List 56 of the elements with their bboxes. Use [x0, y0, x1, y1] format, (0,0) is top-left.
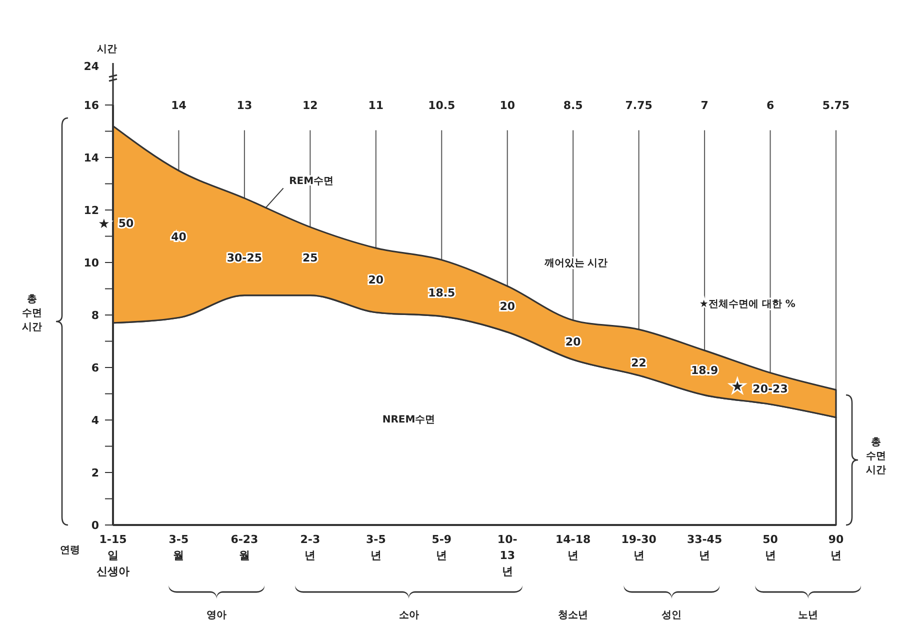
- annotation: 18.5: [428, 286, 456, 300]
- x-tick-label: 90 년: [828, 533, 844, 562]
- annotation: 20: [565, 335, 582, 348]
- x-tick-label: 2-3 년: [300, 533, 320, 562]
- annotation: 5.75: [822, 99, 850, 112]
- y-tick-label: 2: [91, 466, 99, 480]
- text: 청소년: [558, 610, 588, 621]
- annotation: 12: [302, 99, 318, 112]
- annotation: 22: [631, 356, 646, 370]
- y-tick-label: 6: [91, 362, 100, 374]
- x-tick-label: 19-30 년: [621, 533, 657, 562]
- annotation: 6: [766, 99, 774, 112]
- annotation: 10.5: [428, 99, 456, 112]
- annotation: 8.5: [563, 99, 583, 112]
- annotation: 50: [118, 217, 134, 230]
- text: 성인: [662, 610, 682, 621]
- y-tick-label: 8: [91, 309, 99, 322]
- y-axis-title: 총 수면 시간: [22, 294, 42, 333]
- x-tick-label: 1-15 일 신생아: [96, 533, 130, 578]
- y-tick-label: 16: [84, 99, 100, 112]
- annotation: 10: [500, 99, 516, 112]
- y-tick-label: 10: [84, 256, 100, 270]
- text: 노년: [798, 610, 818, 621]
- annotation: 7: [700, 99, 708, 112]
- x-tick-label: 3-5 년: [366, 533, 386, 562]
- x-tick-label: 33-45 년: [686, 533, 722, 562]
- text: 소아: [398, 610, 419, 621]
- annotation: 20: [368, 274, 384, 287]
- text: 총 수면 시간: [866, 437, 886, 476]
- annotation: 18.9: [690, 364, 718, 378]
- text: ★: [98, 217, 110, 232]
- annotation: 25: [302, 251, 318, 264]
- y-tick-label: 12: [84, 204, 99, 217]
- x-tick-label: 6-23 월: [230, 533, 258, 562]
- x-tick-label: 50 년: [762, 533, 778, 562]
- x-tick-label: 3-5 월: [168, 533, 189, 562]
- text: 영아: [206, 610, 227, 621]
- text: 시간: [97, 44, 117, 55]
- annotation: 30-25: [226, 251, 262, 264]
- series-label: NREM수면: [382, 414, 436, 426]
- text: 연령: [60, 545, 80, 556]
- x-tick-label: 5-9 년: [432, 533, 452, 562]
- y-tick-label: 0: [91, 519, 100, 532]
- annotation: 20: [500, 300, 516, 313]
- annotation: ★: [731, 378, 744, 395]
- x-tick-label: 14-18 년: [555, 533, 591, 562]
- y-tick-label: 4: [91, 414, 100, 427]
- x-tick-label: 10- 13 년: [497, 533, 518, 578]
- annotation: 7.75: [625, 99, 652, 112]
- annotation: 20-23: [752, 382, 788, 396]
- annotation: 13: [236, 99, 252, 112]
- y-tick-label: 14: [84, 152, 100, 164]
- text: 24: [84, 60, 100, 73]
- annotation: 14: [171, 99, 187, 112]
- annotation: 11: [368, 99, 384, 112]
- annotation: 40: [171, 230, 187, 244]
